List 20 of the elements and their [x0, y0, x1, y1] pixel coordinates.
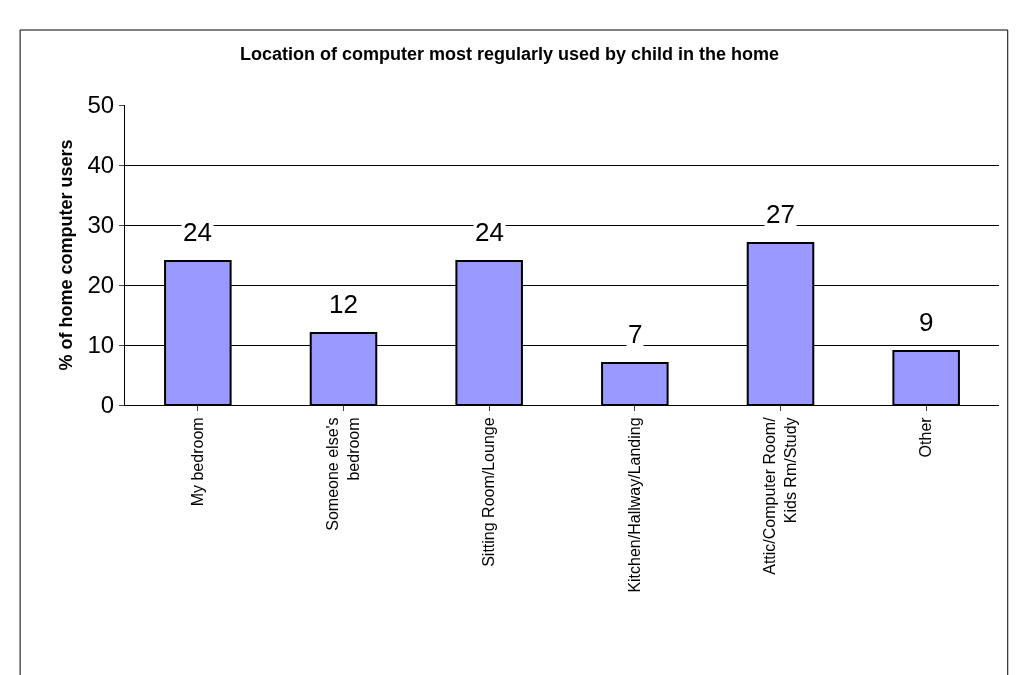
x-tick-label: Someone else's bedroom [324, 417, 363, 531]
x-tick-label: Kitchen/Hallway/Landing [626, 417, 644, 593]
x-tick-label: Other [917, 416, 935, 458]
data-label: 24 [183, 217, 212, 247]
y-tick-label: 10 [87, 331, 115, 359]
data-label: 9 [919, 307, 934, 337]
y-tick-label: 40 [87, 151, 115, 179]
y-tick-label: 30 [87, 211, 115, 239]
data-label: 24 [475, 217, 504, 247]
x-tick-label: Attic/Computer Room/ Kids Rm/Study [761, 416, 800, 575]
x-tick-label: Sitting Room/Lounge [480, 417, 498, 567]
y-tick-label: 0 [100, 391, 115, 419]
x-tick-label: My bedroom [189, 417, 207, 507]
chart-title: Location of computer most regularly used by child in the home [239, 43, 780, 64]
data-label: 27 [766, 199, 795, 229]
data-label: 12 [329, 289, 358, 319]
y-tick-label: 20 [87, 271, 115, 299]
y-axis-title: % of home computer users [55, 139, 76, 371]
y-tick-label: 50 [87, 91, 115, 119]
data-label: 7 [628, 319, 643, 349]
